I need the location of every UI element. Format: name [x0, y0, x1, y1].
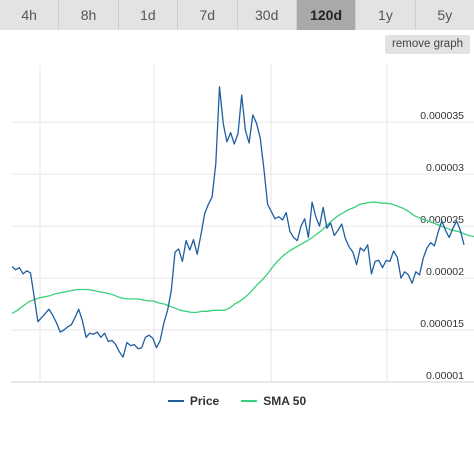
y-tick-label: 0.00002 [426, 266, 464, 278]
y-tick-label: 0.00001 [426, 370, 464, 382]
price-chart: Jun '25Jul '25Aug '25Sep '25 0.000010.00… [11, 65, 474, 383]
y-axis: 0.00001 0.000015 0.00002 0.000025 0.00003 0.0… [420, 110, 464, 382]
tab-1y[interactable]: 1y [356, 0, 416, 30]
chart-legend: Price SMA 50 [0, 392, 474, 410]
price-line-swatch [167, 400, 184, 402]
remove-graph-button[interactable]: remove graph [385, 35, 470, 54]
tab-30d[interactable]: 30d [237, 0, 297, 30]
tab-7d[interactable]: 7d [178, 0, 238, 30]
y-tick-label: 0.000025 [420, 214, 464, 226]
sma-line-swatch [241, 400, 258, 402]
y-tick-label: 0.00003 [426, 162, 464, 174]
tab-120d[interactable]: 120d [296, 0, 357, 30]
plot-area [11, 86, 474, 358]
tab-8h[interactable]: 8h [59, 0, 119, 30]
y-tick-label: 0.000035 [420, 110, 464, 122]
tab-4h[interactable]: 4h [0, 0, 60, 30]
chart-grid [11, 65, 474, 383]
legend-label-price: Price [189, 394, 220, 408]
x-axis: Jun '25Jul '25Aug '25Sep '25 [11, 381, 474, 383]
sma-50-line [11, 201, 474, 314]
timeframe-tabs: 4h 8h 1d 7d 30d 120d 1y 5y [0, 0, 474, 30]
legend-item-price[interactable]: Price [167, 394, 220, 408]
tab-1d[interactable]: 1d [118, 0, 179, 30]
legend-item-sma[interactable]: SMA 50 [241, 394, 306, 408]
legend-label-sma: SMA 50 [263, 394, 307, 408]
tab-5y[interactable]: 5y [415, 0, 474, 30]
y-tick-label: 0.000015 [420, 318, 464, 330]
price-line [11, 86, 465, 358]
